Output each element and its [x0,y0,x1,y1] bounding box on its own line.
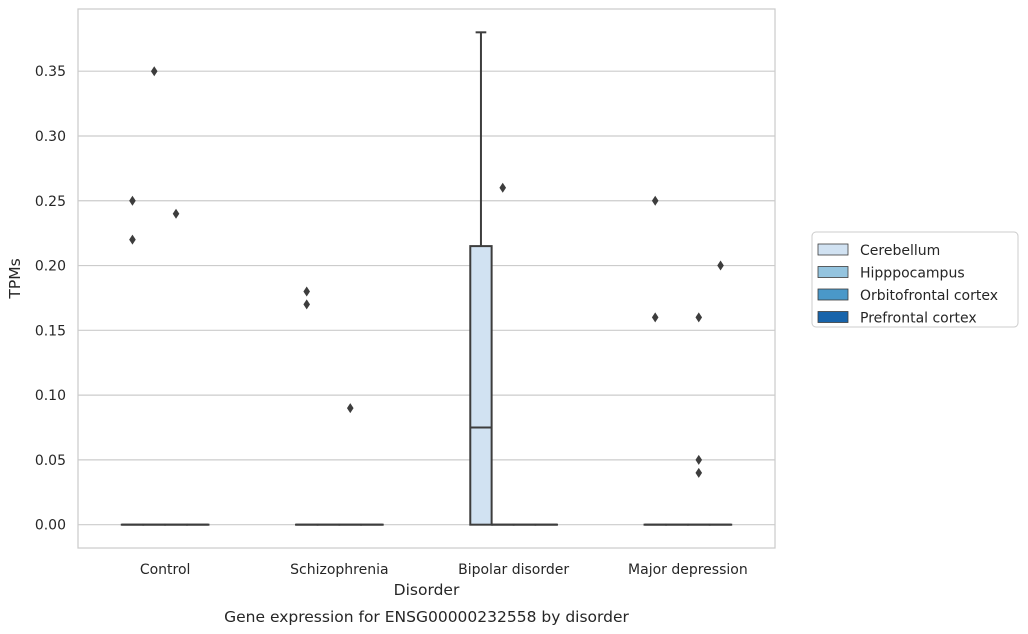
box-major-depression-prefrontal-cortex [708,260,733,526]
box-major-depression-cerebellum [643,195,667,526]
y-axis-label: TPMs [6,258,24,299]
y-axis-ticks: 0.00 0.05 0.10 0.15 0.20 0.25 0.30 0.35 [35,64,66,533]
legend-swatch [817,288,849,301]
outlier-point [346,403,354,414]
y-tick-label: 0.00 [35,518,66,534]
legend-swatch [817,311,849,323]
x-axis-ticks: Control Schizophrenia Bipolar disorder Majo… [140,562,748,578]
legend-label: Orbitofrontal cortex [860,288,998,304]
box-schizophrenia-orbitofrontal-cortex [338,403,362,526]
outlier-point [150,66,158,77]
y-tick-label: 0.35 [35,64,66,80]
outlier-point [303,286,311,297]
outlier-point [651,195,659,206]
y-tick-label: 0.10 [35,388,66,404]
box-control-hipppocampus [142,66,166,526]
legend-label: Hipppocampus [860,266,965,282]
x-tick-label: Schizophrenia [290,562,388,578]
outlier-point [303,299,311,310]
legend-swatch [817,243,849,256]
y-tick-label: 0.15 [35,323,66,339]
y-tick-label: 0.05 [35,453,66,469]
legend-label: Prefrontal cortex [860,311,977,327]
figure-caption: Gene expression for ENSG00000232558 by d… [224,608,629,626]
box-plots [120,31,733,526]
grid-lines [78,70,775,526]
legend-label: Cerebellum [860,243,940,259]
outlier-point [695,467,703,478]
box-major-depression-orbitofrontal-cortex [687,312,711,526]
outlier-point [129,234,136,245]
box-bipolar-disorder-hipppocampus [491,182,515,526]
x-tick-label: Control [140,562,191,578]
box-schizophrenia-cerebellum [295,286,319,526]
x-tick-label: Major depression [628,562,748,578]
outlier-point [717,260,724,271]
box-body [469,245,493,526]
box-control-orbitofrontal-cortex [164,208,188,526]
outlier-point [129,195,136,206]
outlier-point [499,182,507,193]
outlier-point [695,454,703,465]
x-axis-label: Disorder [394,581,460,599]
outlier-point [695,312,703,323]
box-control-cerebellum [120,195,145,526]
x-tick-label: Bipolar disorder [458,562,569,578]
y-tick-label: 0.20 [35,259,66,275]
plot-area-frame [77,8,776,549]
y-tick-label: 0.30 [35,129,66,145]
legend-swatch [817,266,849,278]
outlier-point [651,312,659,323]
box-bipolar-disorder-cerebellum [469,31,493,526]
legend-frame [811,231,1019,328]
legend: Cerebellum Hipppocampus Orbitofrontal cort… [811,231,1019,328]
y-tick-label: 0.25 [35,194,66,210]
outlier-point [172,208,180,219]
